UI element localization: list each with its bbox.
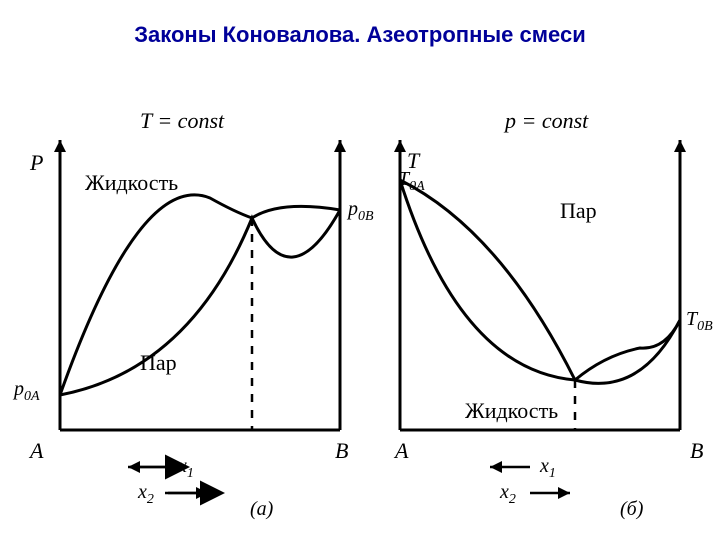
a-x2: x2 [138, 481, 154, 508]
b-region-top: Пар [560, 198, 597, 224]
a-panel-label: (а) [250, 498, 273, 521]
b-T0A: T0A [398, 168, 425, 195]
diagram-svg [0, 0, 720, 540]
diagram-b-axes [394, 140, 686, 430]
b-panel-label: (б) [620, 498, 643, 521]
b-T0B: T0B [686, 308, 713, 335]
b-x2: x2 [500, 481, 516, 508]
a-region-bottom: Пар [140, 350, 177, 376]
b-condition: p = const [505, 108, 588, 134]
a-xright: B [335, 438, 348, 464]
diagram-a-lower-curve [60, 210, 340, 395]
a-x1: x1 [178, 455, 194, 482]
a-p0A: p0A [14, 378, 40, 405]
b-xright: B [690, 438, 703, 464]
a-p0B: p0B [348, 198, 374, 225]
a-region-top: Жидкость [85, 170, 178, 196]
a-xleft: A [30, 438, 43, 464]
b-xleft: A [395, 438, 408, 464]
b-x1: x1 [540, 455, 556, 482]
b-region-bottom: Жидкость [465, 398, 558, 424]
diagram-b-lower-curve [400, 180, 680, 383]
a-condition: T = const [140, 108, 224, 134]
a-yaxis: P [30, 150, 43, 176]
diagram-a-upper-curve [60, 195, 340, 395]
